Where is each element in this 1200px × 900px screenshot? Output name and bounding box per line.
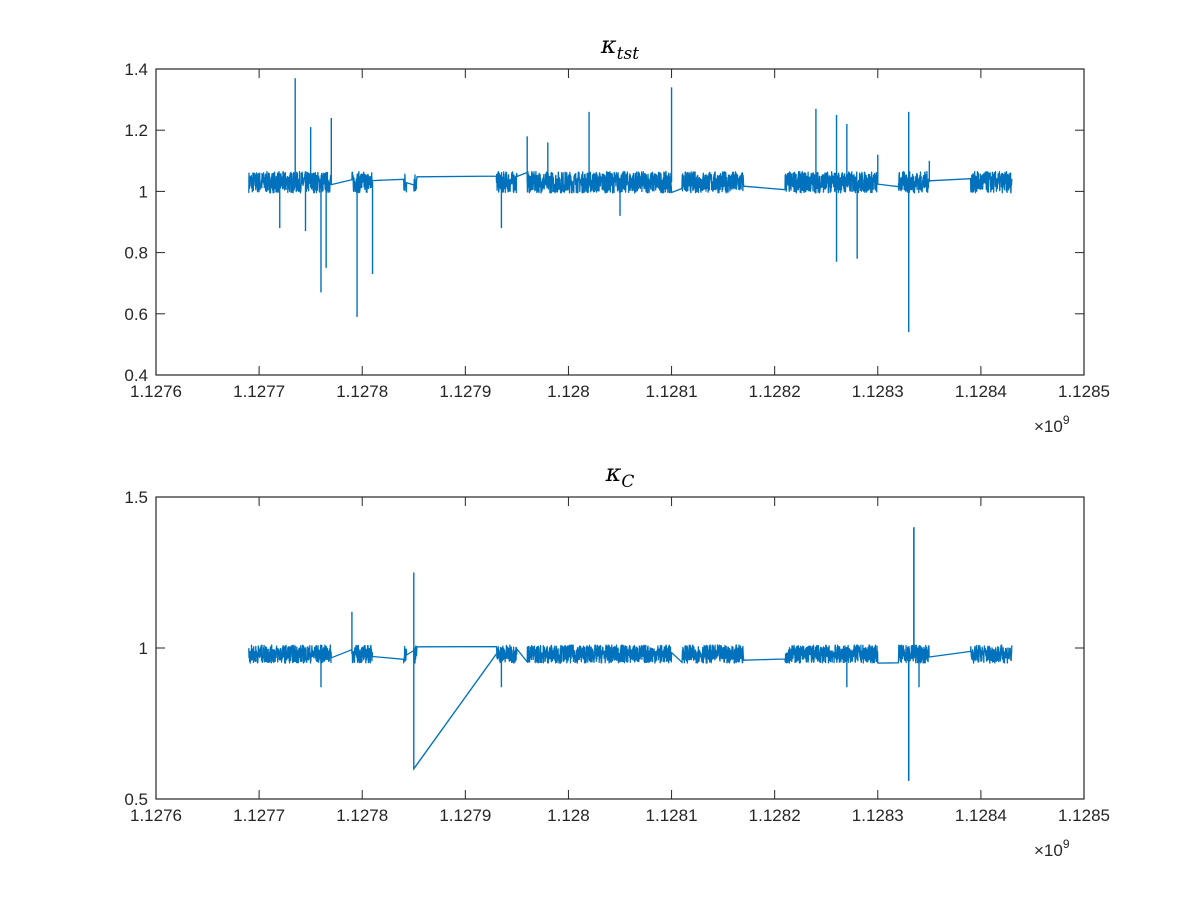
x-exponent-label: ×109 [1034,837,1070,860]
x-tick-label: 1.1277 [233,806,285,825]
y-tick-label: 0.4 [124,366,148,385]
x-tick-label: 1.1276 [130,806,182,825]
x-tick-label: 1.1282 [749,382,801,401]
chart-title-base: κ [605,459,622,487]
x-tick-label: 1.128 [547,806,590,825]
x-tick-label: 1.1283 [852,382,904,401]
chart-title: κtst [600,31,639,64]
y-tick-label: 0.5 [124,790,148,809]
top-chart-kappa-tst: κtst 1.1276 1.1277 1.1278 1.1279 1.128 1.1281 1… [124,31,1110,436]
chart-title-base: κ [600,31,617,59]
x-tick-label: 1.1279 [439,806,491,825]
x-tick-label: 1.1281 [646,382,698,401]
data-dip [413,572,497,771]
x-tick-label: 1.1282 [749,806,801,825]
x-exponent-label: ×109 [1034,413,1070,436]
x-tick-label: 1.1278 [336,806,388,825]
x-tick-label: 1.1281 [646,806,698,825]
plot-area [155,68,1085,376]
chart-title-subscript: C [621,472,634,492]
y-tick-label: 0.8 [124,244,148,263]
series-line [248,170,1013,194]
chart-title: κC [605,459,635,492]
x-tick-label: 1.1285 [1058,806,1110,825]
x-tick-label: 1.1279 [439,382,491,401]
y-tick-label: 1 [139,639,148,658]
y-tick-label: 1 [139,182,148,201]
x-tick-label: 1.1284 [955,806,1007,825]
series-line [248,644,1013,664]
x-tick-label: 1.1276 [130,382,182,401]
x-tick-label: 1.128 [547,382,590,401]
y-tick-label: 1.5 [124,488,148,507]
y-tick-label: 0.6 [124,305,148,324]
y-tick-label: 1.4 [124,60,148,79]
y-tick-label: 1.2 [124,121,148,140]
x-tick-label: 1.1284 [955,382,1007,401]
bottom-chart-kappa-c: κC 1.1276 1.1277 1.1278 1.1279 1.128 1.1281 1.1… [124,459,1110,860]
x-tick-label: 1.1278 [336,382,388,401]
x-tick-label: 1.1285 [1058,382,1110,401]
chart-title-subscript: tst [617,44,640,64]
x-tick-label: 1.1277 [233,382,285,401]
x-tick-label: 1.1283 [852,806,904,825]
